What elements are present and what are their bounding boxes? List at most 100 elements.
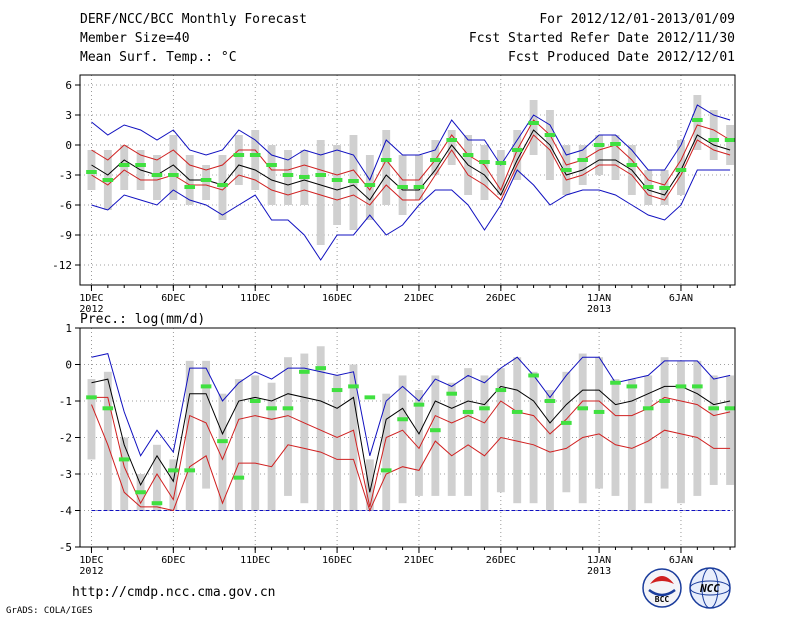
temp-xtick-label-3: 16DEC xyxy=(322,293,352,304)
prec-spread-bar-11 xyxy=(251,375,260,511)
prec-mean-marker-25 xyxy=(479,406,490,411)
temp-spread-bar-10 xyxy=(234,135,243,185)
prec-spread-bar-6 xyxy=(169,459,178,511)
prec-spread-bar-13 xyxy=(284,357,292,496)
prec-xtick-sublabel-0: 2012 xyxy=(79,566,103,577)
temp-ytick-label-2: 0 xyxy=(65,139,72,152)
prec-xtick-label-4: 21DEC xyxy=(404,555,434,566)
prec-mean-marker-16 xyxy=(331,388,343,393)
temp-xtick-sublabel-6: 2013 xyxy=(587,304,611,315)
ncc-logo-latitude xyxy=(689,580,731,596)
temp-spread-bar-6 xyxy=(169,135,178,200)
prec-p90-line xyxy=(91,396,731,508)
temp-spread-bar-3 xyxy=(120,145,129,190)
source-url[interactable]: http://cmdp.ncc.cma.gov.cn xyxy=(72,585,276,600)
prec-spread-bar-24 xyxy=(464,368,473,496)
prec-xtick-sublabel-6: 2013 xyxy=(587,566,611,577)
temp-xtick-label-6: 1JAN xyxy=(587,293,611,304)
prec-mean-marker-15 xyxy=(315,366,327,371)
temp-ytick-label-1: 3 xyxy=(65,109,72,122)
temp-mean-marker-3 xyxy=(118,163,130,167)
temp-mean-marker-22 xyxy=(430,158,441,162)
temp-xtick-label-7: 6JAN xyxy=(669,293,693,304)
prec-mean-marker-22 xyxy=(430,428,441,433)
prec-mean-marker-29 xyxy=(544,399,556,403)
prec-mean-marker-9 xyxy=(217,439,228,444)
temp-spread-bar-33 xyxy=(611,135,620,180)
temp-xtick-label-5: 26DEC xyxy=(486,293,516,304)
prec-ytick-label-2: -1 xyxy=(59,395,72,408)
prec-spread-bar-5 xyxy=(153,444,161,511)
prec-ytick-label-3: -2 xyxy=(59,432,72,445)
prec-spread-bar-21 xyxy=(415,390,423,496)
prec-xtick-label-1: 6DEC xyxy=(161,555,185,566)
temp-mean-marker-24 xyxy=(462,153,474,157)
prec-mean-marker-20 xyxy=(397,417,408,422)
prec-spread-bar-39 xyxy=(709,375,718,485)
prec-mean-marker-38 xyxy=(692,384,703,389)
prec-spread-bar-33 xyxy=(611,379,620,496)
prec-spread-bar-19 xyxy=(382,393,391,511)
temp-spread-bar-26 xyxy=(496,150,505,195)
title-line-1: DERF/NCC/BCC Monthly Forecast xyxy=(80,12,307,27)
temp-ytick-label-4: -6 xyxy=(59,199,72,212)
prec-mean-marker-37 xyxy=(675,384,687,389)
precip-panel-title: Prec.: log(mm/d) xyxy=(80,312,205,327)
temp-mean-marker-30 xyxy=(561,168,572,172)
temp-mean-marker-17 xyxy=(348,179,359,183)
prec-xtick-label-3: 16DEC xyxy=(322,555,352,566)
prec-spread-bar-40 xyxy=(726,375,735,485)
prec-mean-marker-5 xyxy=(151,501,163,506)
temp-mean-marker-27 xyxy=(511,148,523,152)
prec-spread-bar-26 xyxy=(496,368,505,493)
temp-mean-marker-31 xyxy=(577,158,589,162)
prec-mean-marker-34 xyxy=(626,384,638,389)
prec-spread-bar-20 xyxy=(398,375,407,504)
temp-mean-line xyxy=(91,129,731,201)
temp-p10-line xyxy=(91,134,731,206)
prec-spread-bar-35 xyxy=(644,375,653,504)
prec-mean-marker-21 xyxy=(413,402,425,407)
temp-mean-marker-10 xyxy=(233,153,245,157)
prec-spread-bar-17 xyxy=(349,364,358,511)
prec-spread-bar-3 xyxy=(120,437,129,511)
bcc-logo: BCC xyxy=(642,568,682,608)
temp-spread-bar-23 xyxy=(447,130,456,165)
title-line-3: Mean Surf. Temp.: °C xyxy=(80,50,237,65)
prec-xtick-label-0: 1DEC xyxy=(79,555,103,566)
temp-mean-marker-8 xyxy=(200,178,212,182)
prec-mean-marker-31 xyxy=(577,406,589,411)
temp-mean-marker-26 xyxy=(495,161,507,165)
temp-spread-bar-37 xyxy=(677,140,685,195)
temp-mean-marker-39 xyxy=(708,138,720,142)
temp-mean-marker-28 xyxy=(528,121,539,125)
temp-mean-marker-33 xyxy=(610,142,621,146)
temp-mean-marker-38 xyxy=(692,118,703,122)
prec-ytick-label-5: -4 xyxy=(59,505,73,518)
prec-spread-bar-25 xyxy=(480,375,489,511)
prec-spread-bar-8 xyxy=(202,360,211,489)
temp-xtick-label-4: 21DEC xyxy=(404,293,434,304)
prec-spread-bar-10 xyxy=(234,379,243,511)
prec-spread-bar-31 xyxy=(578,353,587,504)
prec-spread-bar-23 xyxy=(447,382,456,496)
prec-mean-marker-18 xyxy=(364,395,376,400)
ncc-logo-text: NCC xyxy=(699,582,720,595)
prec-mean-marker-26 xyxy=(495,388,507,393)
bcc-logo-flame xyxy=(650,576,674,584)
temp-mean-marker-36 xyxy=(659,186,670,190)
prec-spread-bar-9 xyxy=(218,393,227,511)
prec-spread-bar-38 xyxy=(693,360,702,496)
prec-spread-bar-22 xyxy=(431,375,440,496)
prec-mean-marker-4 xyxy=(135,490,146,495)
temp-mean-marker-20 xyxy=(397,185,408,189)
bcc-logo-wave xyxy=(648,588,676,597)
temp-mean-marker-21 xyxy=(413,185,425,189)
prec-mean-marker-33 xyxy=(610,380,621,385)
temp-spread-bar-13 xyxy=(284,150,292,205)
temp-ytick-label-6: -12 xyxy=(52,259,72,272)
